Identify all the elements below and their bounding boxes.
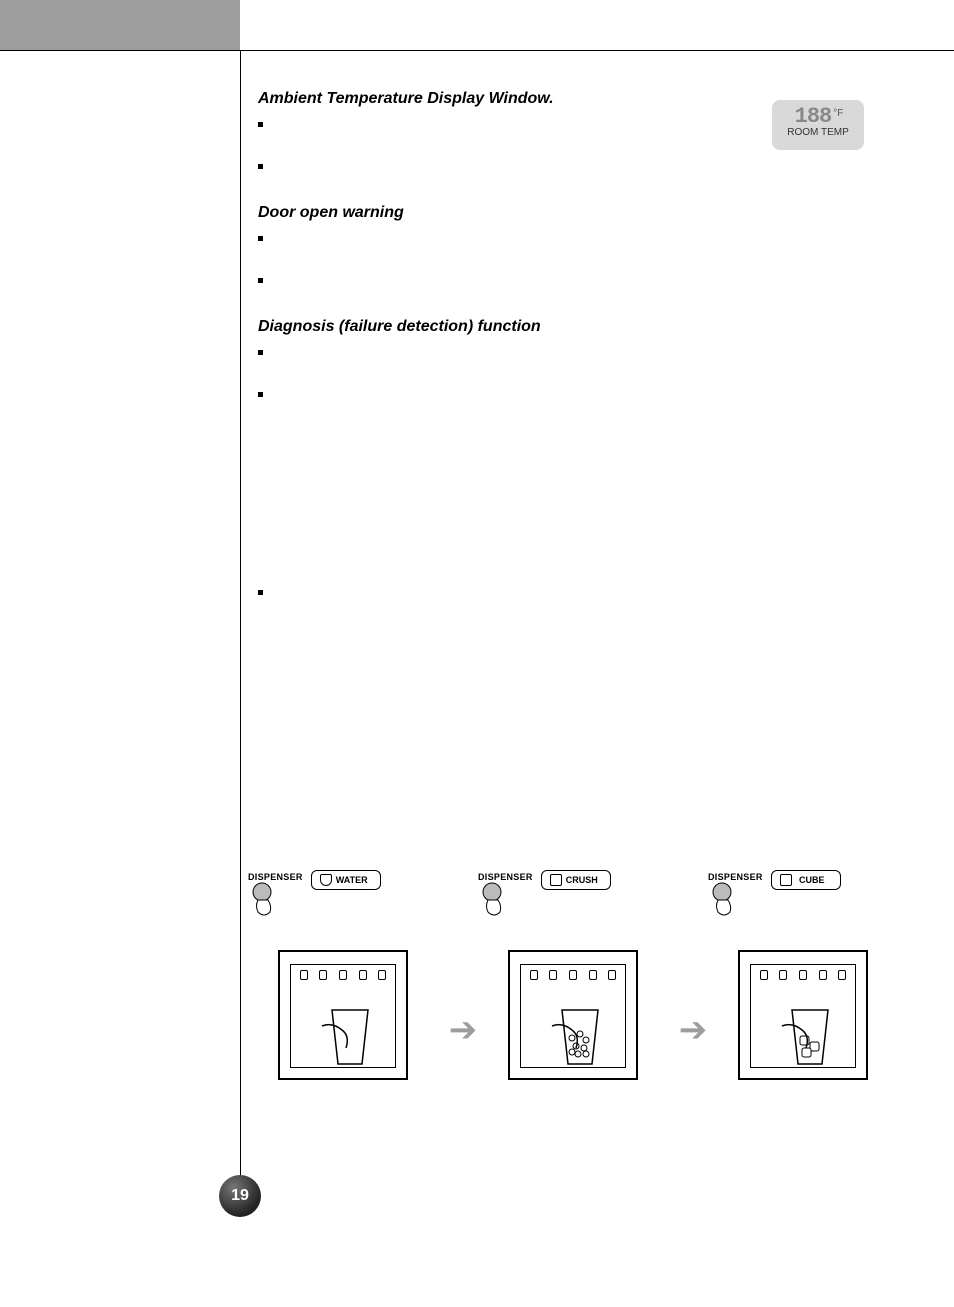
bullet-item — [258, 116, 894, 134]
hand-press-icon — [478, 882, 506, 920]
bullet-item — [258, 386, 894, 404]
bullets-diagnosis — [258, 344, 894, 602]
mode-chip-water: WATER — [311, 870, 381, 890]
page-number: 19 — [231, 1187, 249, 1205]
dispenser-caption: DISPENSER — [708, 872, 763, 882]
dispenser-unit-crush: DISPENSER CRUSH — [478, 870, 678, 1080]
mode-chip-crush: CRUSH — [541, 870, 611, 890]
bullet-item — [258, 158, 894, 176]
section-title-door: Door open warning — [258, 204, 894, 222]
bullet-item — [258, 230, 894, 248]
hand-press-icon — [248, 882, 276, 920]
bullet-item — [258, 344, 894, 362]
cup-water-icon — [328, 1008, 372, 1066]
dispenser-panel — [508, 950, 638, 1080]
section-title-diagnosis: Diagnosis (failure detection) function — [258, 318, 894, 336]
arrow-right-icon: ➔ — [679, 1010, 708, 1050]
section-title-ambient: Ambient Temperature Display Window. — [258, 90, 894, 108]
vertical-rule — [240, 50, 241, 1207]
dispenser-illustration-row: DISPENSER WATER ➔ DISPENSER — [248, 870, 908, 1080]
cup-crush-icon — [558, 1008, 602, 1066]
dispenser-panel — [738, 950, 868, 1080]
dispenser-panel — [278, 950, 408, 1080]
arrow-right-icon: ➔ — [449, 1010, 478, 1050]
bullet-item — [258, 584, 894, 602]
header-rule — [0, 50, 954, 51]
main-content: Ambient Temperature Display Window. Door… — [258, 90, 894, 630]
hand-press-icon — [708, 882, 736, 920]
page-number-badge: 19 — [219, 1175, 261, 1217]
dispenser-caption: DISPENSER — [478, 872, 533, 882]
bullets-ambient — [258, 116, 894, 176]
dispenser-caption: DISPENSER — [248, 872, 303, 882]
cup-cube-icon — [788, 1008, 832, 1066]
mode-chip-cube: CUBE — [771, 870, 841, 890]
header-grey-block — [0, 0, 240, 50]
dispenser-unit-cube: DISPENSER CUBE — [708, 870, 908, 1080]
dispenser-unit-water: DISPENSER WATER — [248, 870, 448, 1080]
bullets-door — [258, 230, 894, 290]
bullet-item — [258, 272, 894, 290]
